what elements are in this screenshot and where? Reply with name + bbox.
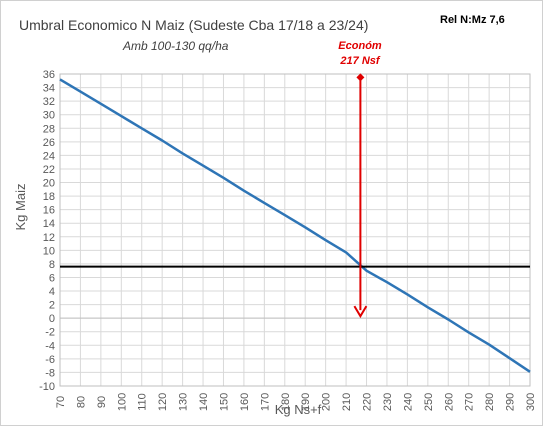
- y-axis-title: Kg Maiz: [13, 184, 28, 231]
- y-tick-label: -8: [45, 367, 55, 379]
- annotation-diamond-marker: [356, 73, 365, 82]
- x-tick-label: 150: [218, 393, 230, 411]
- overlay-layer: [60, 73, 530, 319]
- x-tick-label: 110: [137, 393, 149, 411]
- y-tick-label: 22: [43, 164, 55, 176]
- x-tick-label: 250: [423, 393, 435, 411]
- y-tick-label: -6: [45, 354, 55, 366]
- y-tick-label: 24: [43, 150, 55, 162]
- x-tick-label: 220: [362, 393, 374, 411]
- y-tick-label: 0: [49, 313, 55, 325]
- y-tick-label: 36: [43, 69, 55, 81]
- y-tick-label: 6: [49, 272, 55, 284]
- x-tick-label: 90: [96, 396, 108, 408]
- chart-title: Umbral Economico N Maiz (Sudeste Cba 17/…: [19, 17, 368, 33]
- x-tick-label: 190: [300, 393, 312, 411]
- x-tick-label: 240: [402, 393, 414, 411]
- x-tick-label: 80: [75, 396, 87, 408]
- x-axis-title: Kg Ns+f: [275, 402, 322, 417]
- y-tick-label: 2: [49, 300, 55, 312]
- y-tick-label: 4: [49, 286, 55, 298]
- y-tick-label: -10: [39, 381, 55, 393]
- annotation-label-line-2: 217 Nsf: [339, 55, 380, 67]
- ratio-label: Rel N:Mz 7,6: [440, 14, 505, 26]
- x-tick-label: 140: [198, 393, 210, 411]
- tick-layer: -10-8-6-4-202468101214161820222426283032…: [39, 69, 537, 411]
- x-tick-label: 300: [525, 393, 537, 411]
- y-tick-label: 28: [43, 123, 55, 135]
- plot-area-border: [59, 73, 531, 387]
- y-tick-label: 26: [43, 137, 55, 149]
- y-tick-label: 12: [43, 232, 55, 244]
- x-tick-label: 170: [259, 393, 271, 411]
- chart-subtitle: Amb 100-130 qq/ha: [122, 39, 229, 53]
- y-tick-label: 32: [43, 96, 55, 108]
- x-tick-label: 270: [464, 393, 476, 411]
- x-tick-label: 280: [484, 393, 496, 411]
- x-tick-label: 120: [157, 393, 169, 411]
- y-tick-label: -2: [45, 327, 55, 339]
- x-tick-label: 260: [443, 393, 455, 411]
- x-tick-label: 100: [116, 393, 128, 411]
- y-tick-label: 8: [49, 259, 55, 271]
- y-tick-label: -4: [45, 340, 55, 352]
- x-tick-label: 230: [382, 393, 394, 411]
- y-tick-label: 16: [43, 205, 55, 217]
- y-tick-label: 14: [43, 218, 55, 230]
- x-tick-label: 160: [239, 393, 251, 411]
- x-tick-label: 130: [178, 393, 190, 411]
- x-tick-label: 200: [321, 393, 333, 411]
- x-tick-label: 70: [55, 396, 67, 408]
- x-tick-label: 290: [505, 393, 517, 411]
- series-layer: [59, 78, 531, 373]
- x-tick-label: 180: [280, 393, 292, 411]
- y-tick-label: 30: [43, 110, 55, 122]
- series-line: [59, 78, 531, 373]
- y-tick-label: 18: [43, 191, 55, 203]
- axis-layer: [59, 73, 531, 387]
- grid-layer: [59, 73, 531, 387]
- annotation-label-line-1: Económ: [338, 40, 382, 52]
- x-tick-label: 210: [341, 393, 353, 411]
- y-tick-label: 20: [43, 178, 55, 190]
- y-tick-label: 34: [43, 83, 55, 95]
- y-tick-label: 10: [43, 245, 55, 257]
- annotation-arrowhead: [353, 305, 368, 319]
